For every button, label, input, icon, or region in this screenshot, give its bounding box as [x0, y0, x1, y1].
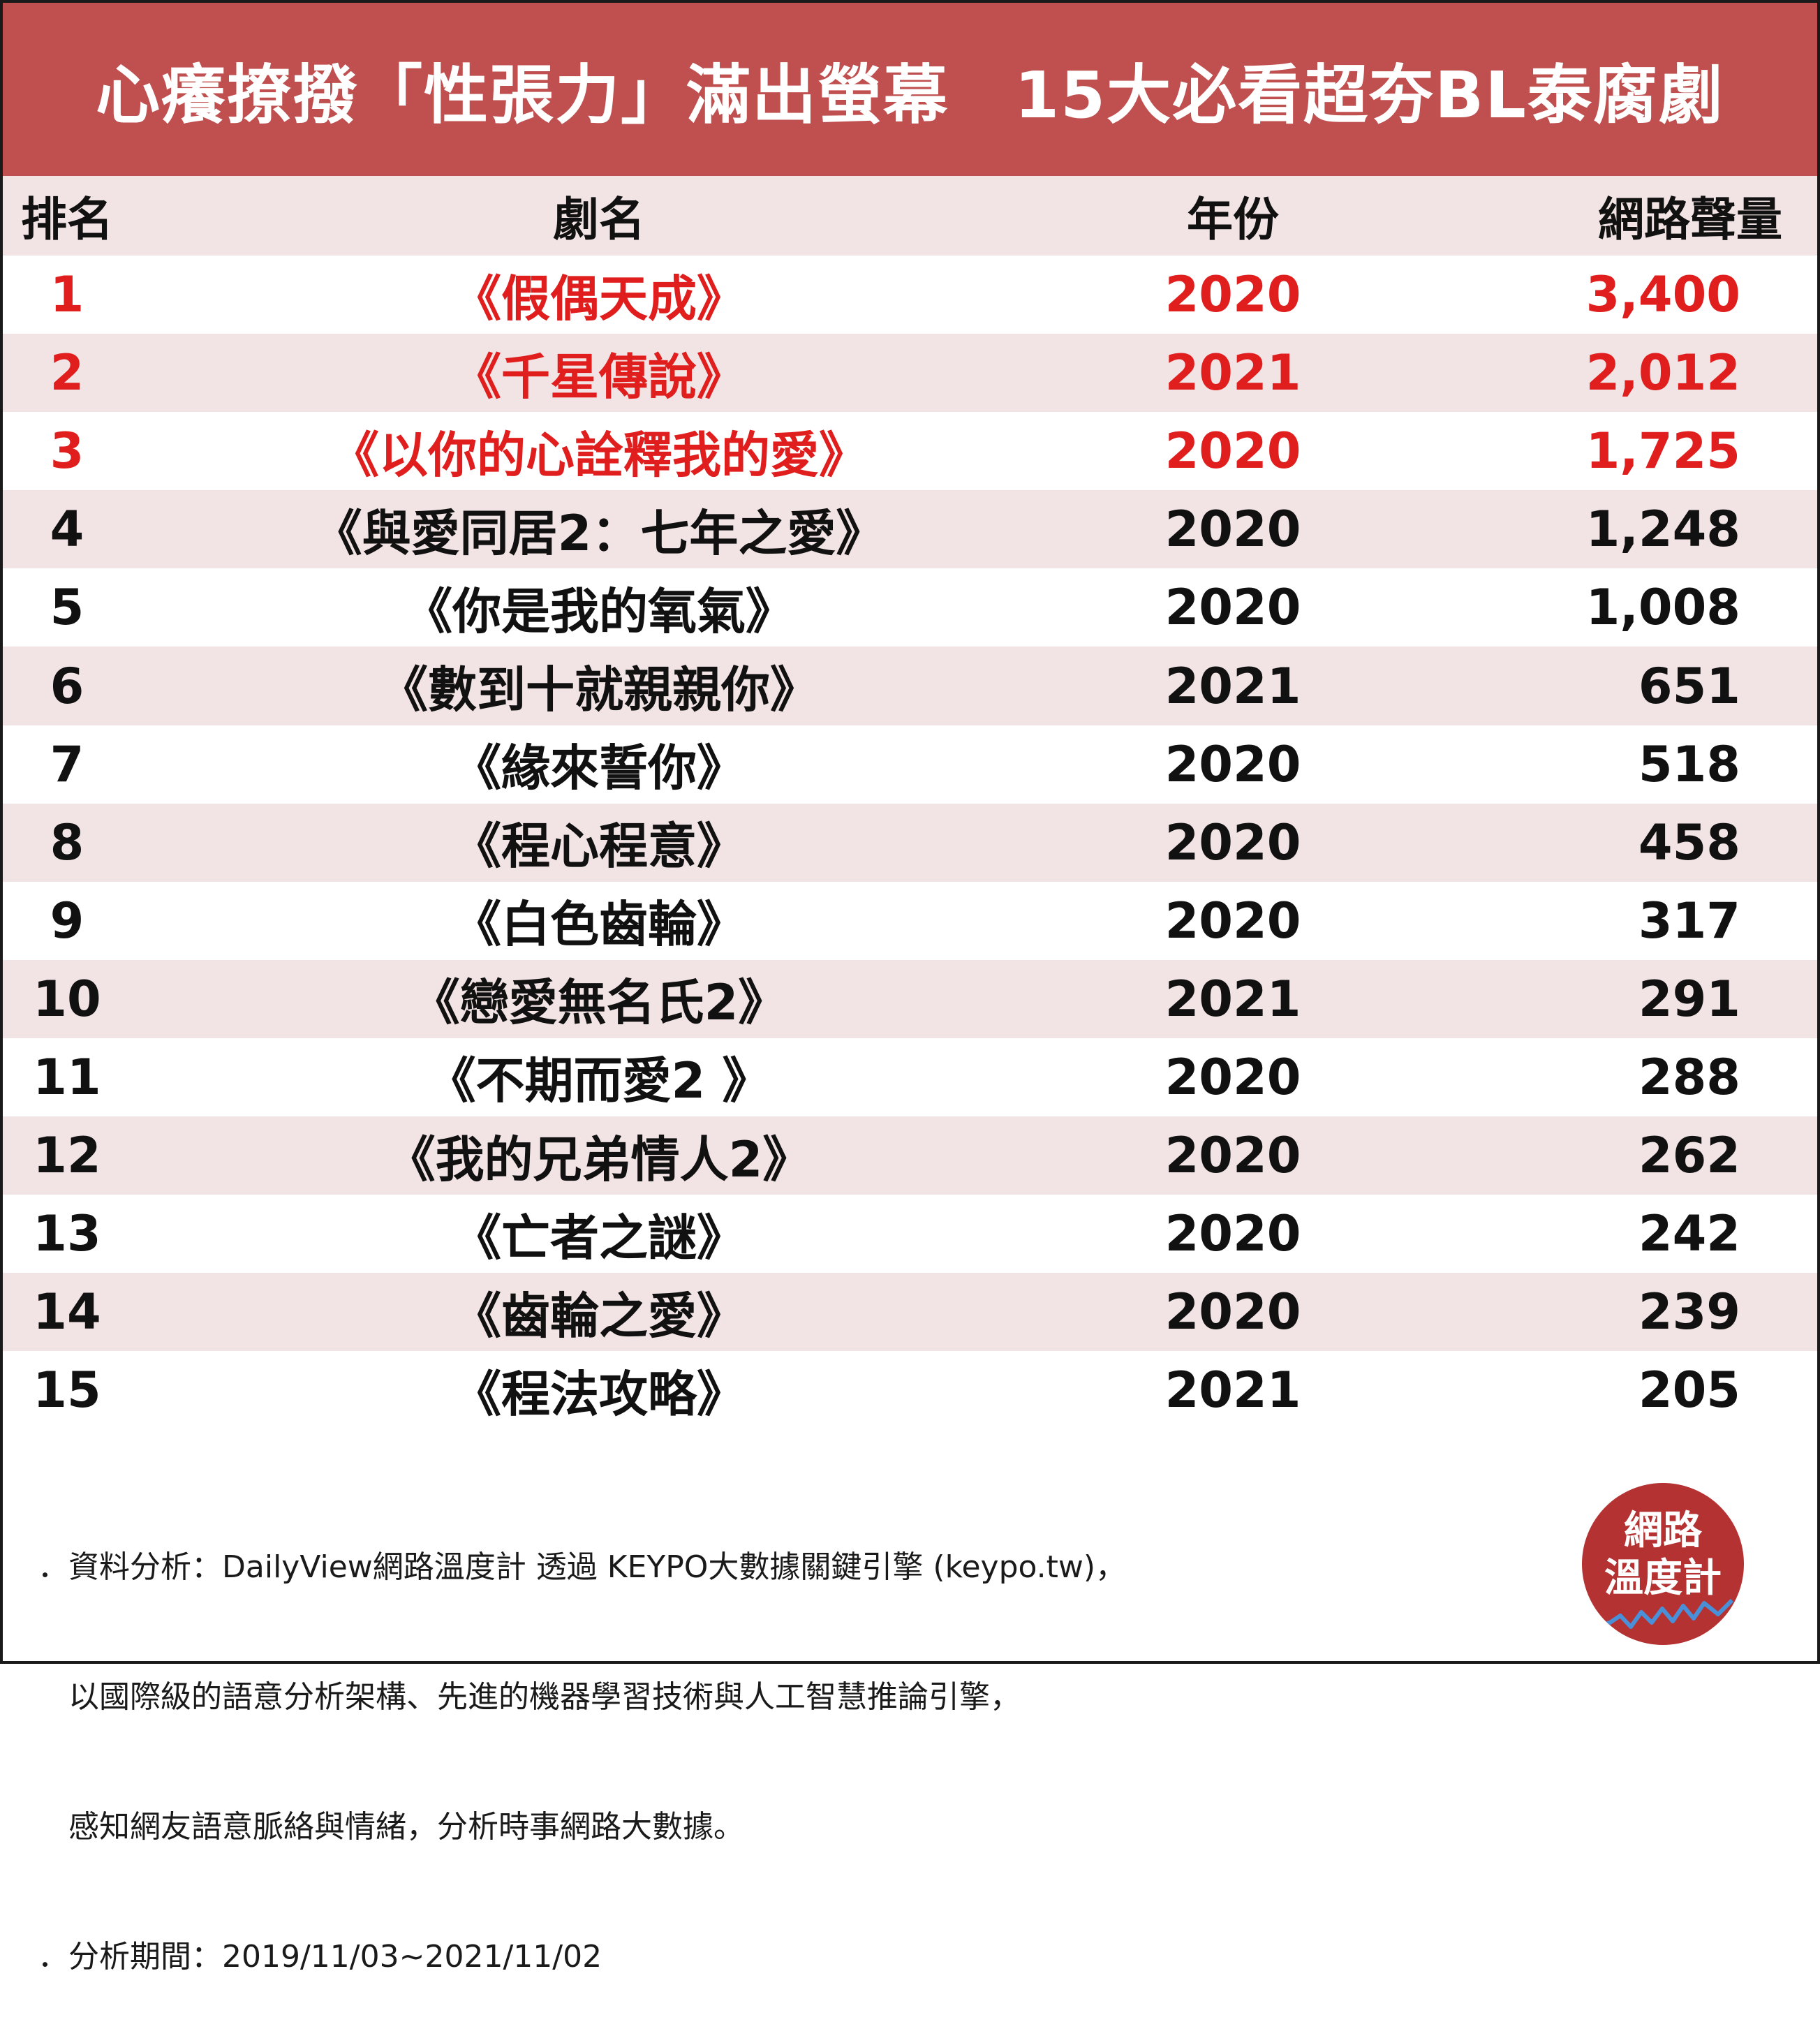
header-year: 年份 [1187, 193, 1279, 246]
rank-cell: 6 [50, 657, 84, 715]
volume-cell: 518 [1638, 735, 1740, 793]
title-cell: 《你是我的氧氣》 [404, 582, 794, 640]
title-cell: 《程法攻略》 [452, 1365, 746, 1423]
volume-cell: 239 [1638, 1283, 1740, 1341]
year-cell: 2021 [1164, 1361, 1301, 1419]
title-cell: 《程心程意》 [452, 818, 746, 876]
volume-cell: 1,008 [1585, 579, 1740, 637]
year-cell: 2021 [1164, 970, 1301, 1028]
volume-cell: 262 [1638, 1127, 1740, 1185]
infographic-frame [0, 0, 1820, 1664]
rank-cell: 3 [50, 422, 84, 480]
rank-cell: 1 [50, 266, 84, 324]
rank-cell: 4 [50, 501, 84, 559]
header-title: 劇名 [553, 193, 645, 246]
volume-cell: 2,012 [1585, 344, 1740, 402]
volume-cell: 205 [1638, 1361, 1740, 1419]
title-cell: 《假偶天成》 [452, 270, 746, 327]
year-cell: 2021 [1164, 344, 1301, 402]
header-volume: 網路聲量 [1598, 193, 1782, 246]
year-cell: 2020 [1164, 422, 1301, 480]
title-cell: 《我的兄弟情人2》 [386, 1130, 812, 1188]
volume-cell: 317 [1638, 892, 1740, 950]
rank-cell: 11 [33, 1048, 101, 1106]
rank-cell: 2 [50, 344, 84, 402]
year-cell: 2020 [1164, 1283, 1301, 1341]
table-body: 1 《假偶天成》 2020 3,400 2 《千星傳說》 2021 2,012 3 《以你的心詮釋… [3, 256, 1817, 1430]
year-cell: 2020 [1164, 1205, 1301, 1263]
rank-cell: 15 [33, 1361, 101, 1419]
table-row: 7 《緣來誓你》 2020 518 [3, 725, 1817, 804]
volume-cell: 458 [1638, 813, 1740, 871]
title-cell: 《緣來誓你》 [452, 739, 746, 797]
note-line: ．分析期間：2019/11/03~2021/11/02 [38, 1939, 602, 1975]
page-title: 心癢撩撥「性張力」滿出螢幕 15大必看超夯BL泰腐劇 [3, 3, 1817, 176]
rank-cell: 14 [33, 1283, 101, 1341]
header-rank: 排名 [21, 193, 113, 246]
title-cell: 《以你的心詮釋我的愛》 [330, 426, 868, 484]
rank-cell: 12 [33, 1127, 101, 1185]
table-header-row: 排名 劇名 年份 網路聲量 [3, 176, 1817, 256]
table-row: 11 《不期而愛2 》 2020 288 [3, 1038, 1817, 1117]
title-cell: 《與愛同居2：七年之愛》 [313, 504, 885, 562]
table-row: 14 《齒輪之愛》 2020 239 [3, 1273, 1817, 1352]
table-row: 8 《程心程意》 2020 458 [3, 803, 1817, 882]
table-row: 3 《以你的心詮釋我的愛》 2020 1,725 [3, 412, 1817, 491]
logo-text-line2: 溫度計 [1604, 1556, 1722, 1601]
table-row: 9 《白色齒輪》 2020 317 [3, 881, 1817, 960]
rank-cell: 8 [50, 813, 84, 871]
table-row: 13 《亡者之謎》 2020 242 [3, 1195, 1817, 1274]
table-row: 2 《千星傳說》 2021 2,012 [3, 334, 1817, 413]
ranking-table: 排名 劇名 年份 網路聲量 1 《假偶天成》 2020 3,400 2 《千星傳說》 202… [3, 176, 1817, 1430]
rank-cell: 5 [50, 579, 84, 637]
title-cell: 《千星傳說》 [452, 348, 746, 406]
rank-cell: 10 [33, 970, 101, 1028]
dailyview-logo: 網路 溫度計 [1582, 1483, 1744, 1645]
year-cell: 2020 [1164, 813, 1301, 871]
methodology-notes: ．資料分析：DailyView網路溫度計 透過 KEYPO大數據關鍵引擎 (ke… [38, 1459, 1126, 2022]
logo-text-line1: 網路 [1624, 1508, 1702, 1554]
title-cell: 《亡者之謎》 [452, 1209, 746, 1267]
title-cell: 《白色齒輪》 [452, 896, 746, 954]
table-row: 5 《你是我的氧氣》 2020 1,008 [3, 568, 1817, 647]
year-cell: 2021 [1164, 657, 1301, 715]
volume-cell: 288 [1638, 1048, 1740, 1106]
rank-cell: 13 [33, 1205, 101, 1263]
title-cell: 《戀愛無名氏2》 [410, 974, 787, 1032]
logo-wave-icon [1595, 1598, 1734, 1629]
rank-cell: 7 [50, 735, 84, 793]
volume-cell: 651 [1638, 657, 1740, 715]
volume-cell: 1,248 [1585, 501, 1740, 559]
table-row: 1 《假偶天成》 2020 3,400 [3, 256, 1817, 334]
table-row: 15 《程法攻略》 2021 205 [3, 1351, 1817, 1430]
title-cell: 《齒輪之愛》 [452, 1287, 746, 1345]
note-line: 感知網友語意脈絡與情緒，分析時事網路大數據。 [38, 1809, 744, 1845]
title-cell: 《數到十就親親你》 [379, 661, 819, 719]
year-cell: 2020 [1164, 579, 1301, 637]
year-cell: 2020 [1164, 892, 1301, 950]
year-cell: 2020 [1164, 266, 1301, 324]
volume-cell: 242 [1638, 1205, 1740, 1263]
year-cell: 2020 [1164, 1127, 1301, 1185]
volume-cell: 291 [1638, 970, 1740, 1028]
year-cell: 2020 [1164, 1048, 1301, 1106]
year-cell: 2020 [1164, 735, 1301, 793]
note-line: ．資料分析：DailyView網路溫度計 透過 KEYPO大數據關鍵引擎 (ke… [38, 1549, 1127, 1585]
table-row: 4 《與愛同居2：七年之愛》 2020 1,248 [3, 490, 1817, 569]
volume-cell: 1,725 [1585, 422, 1740, 480]
title-cell: 《不期而愛2 》 [427, 1052, 771, 1110]
table-row: 10 《戀愛無名氏2》 2021 291 [3, 959, 1817, 1038]
table-row: 6 《數到十就親親你》 2021 651 [3, 647, 1817, 725]
table-row: 12 《我的兄弟情人2》 2020 262 [3, 1116, 1817, 1195]
rank-cell: 9 [50, 892, 84, 950]
volume-cell: 3,400 [1585, 266, 1740, 324]
year-cell: 2020 [1164, 501, 1301, 559]
note-line: 以國際級的語意分析架構、先進的機器學習技術與人工智慧推論引擎， [38, 1679, 1021, 1715]
